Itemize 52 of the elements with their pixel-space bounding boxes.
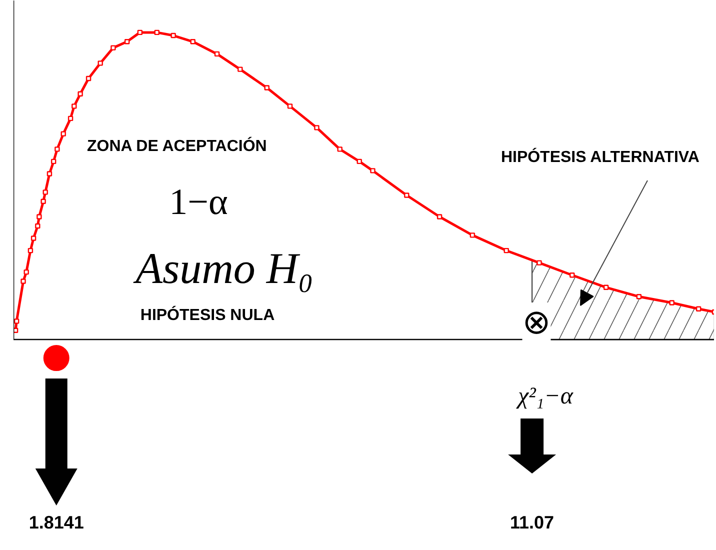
point [337, 146, 342, 152]
point [636, 294, 642, 300]
point [190, 39, 196, 44]
point [60, 131, 66, 136]
point [68, 116, 74, 122]
point [43, 345, 70, 372]
annotation: ⊗ [522, 302, 551, 342]
point [54, 146, 60, 152]
point [470, 232, 476, 238]
point [170, 32, 176, 38]
point [436, 214, 442, 220]
x-tick-label: 1.8141 [28, 512, 84, 533]
point [40, 198, 46, 204]
point [124, 39, 130, 44]
point [35, 223, 40, 229]
point [504, 248, 509, 254]
annotation: Asumo H₀ [132, 244, 314, 293]
point [98, 60, 103, 66]
text: χ²₁−α [516, 384, 574, 410]
point [42, 190, 48, 195]
point [536, 260, 542, 266]
point [214, 51, 220, 57]
annotation: HIPÓTESIS ALTERNATIVA [500, 147, 700, 166]
x-tick-label: 11.07 [510, 512, 554, 533]
point [264, 85, 270, 90]
point [669, 300, 674, 306]
point [14, 318, 20, 324]
point [24, 269, 29, 275]
point [86, 76, 92, 82]
point [570, 272, 575, 278]
point [356, 158, 362, 164]
point [30, 236, 36, 241]
point [154, 30, 160, 36]
point [20, 278, 26, 284]
point [28, 248, 34, 254]
point [370, 168, 376, 174]
point [404, 192, 410, 198]
point [36, 214, 42, 220]
point [603, 284, 609, 290]
point [137, 30, 143, 36]
point [287, 104, 293, 109]
point [46, 171, 52, 176]
point [72, 104, 77, 109]
point [314, 125, 320, 130]
annotation: 1−α [169, 182, 228, 223]
point [110, 45, 116, 50]
point [696, 306, 702, 312]
annotation: HIPÓTESIS NULA [140, 305, 276, 324]
annotation: ZONA DE ACEPTACIÓN [86, 136, 267, 155]
point [78, 91, 83, 96]
point [50, 158, 56, 164]
point [238, 66, 243, 72]
